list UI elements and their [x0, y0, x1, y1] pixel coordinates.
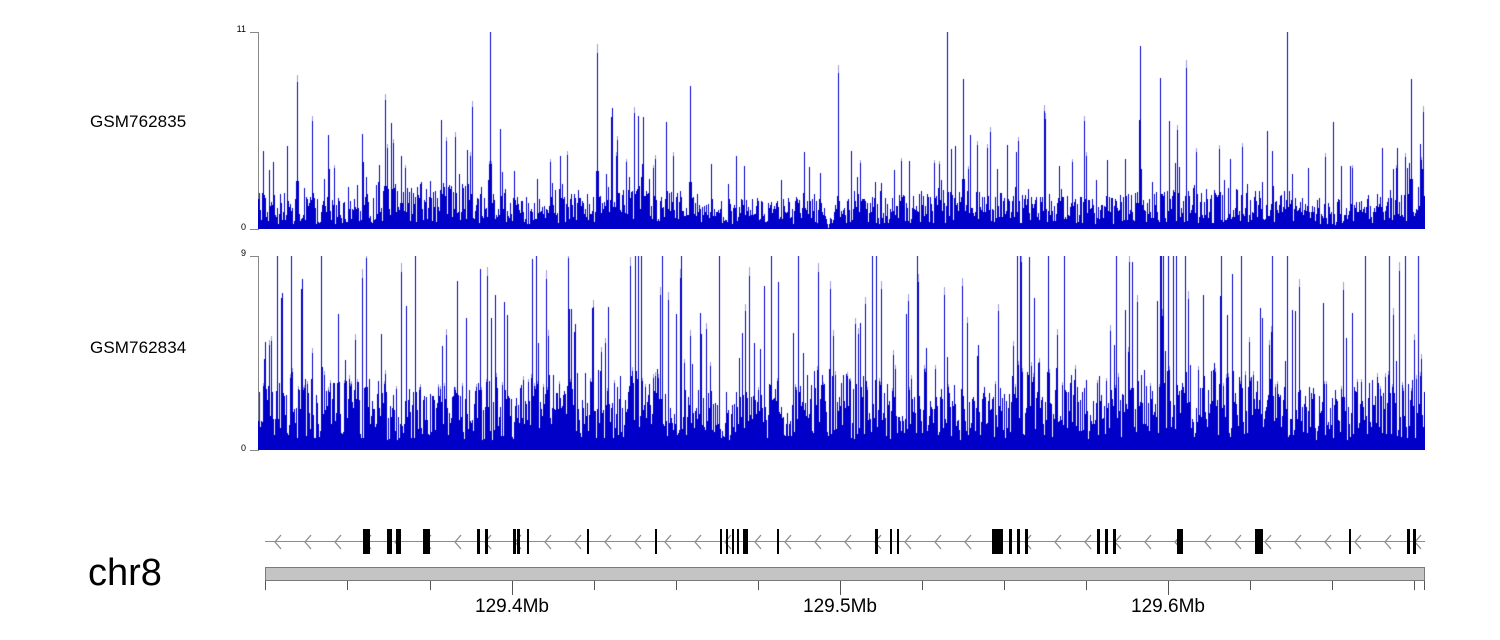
- track-label-GSM762835: GSM762835: [90, 112, 187, 131]
- exon-block: [1105, 529, 1108, 554]
- exon-block: [737, 529, 739, 554]
- exon-block: [1407, 529, 1410, 554]
- exon-block: [1017, 529, 1020, 554]
- y-axis-tick-max-0: [250, 32, 258, 33]
- exon-block: [875, 529, 878, 554]
- exon-block: [485, 529, 488, 554]
- exon-block: [363, 529, 370, 554]
- exon-blocks: [265, 525, 1425, 559]
- y-axis-max-label-0: 11: [236, 24, 246, 34]
- ruler-tick-label: 129.5Mb: [803, 596, 877, 617]
- ruler-tick-minor: [347, 581, 348, 590]
- exon-block: [732, 529, 734, 554]
- ruler-tick-major: [840, 581, 841, 595]
- track-label-GSM762834: GSM762834: [90, 338, 187, 357]
- ruler-tick-minor: [758, 581, 759, 590]
- exon-block: [517, 529, 520, 554]
- exon-block: [423, 529, 430, 554]
- ruler-tick-minor: [1086, 581, 1087, 590]
- ruler-tick-minor: [265, 581, 266, 590]
- exon-block: [587, 529, 589, 554]
- coordinate-ruler[interactable]: 129.4Mb 129.5Mb 129.6Mb: [265, 581, 1425, 639]
- signal-plot-GSM762834[interactable]: [258, 256, 1425, 450]
- exon-block: [1349, 529, 1351, 554]
- chromosome-label: chr8: [88, 552, 162, 594]
- exon-block: [387, 529, 392, 554]
- y-axis-max-label-1: 9: [240, 248, 246, 258]
- exon-block: [513, 529, 516, 554]
- exon-block: [527, 529, 529, 554]
- y-axis-min-label-1: 0: [240, 443, 246, 453]
- y-axis-tick-max-1: [250, 256, 258, 257]
- ruler-tick-minor: [430, 581, 431, 590]
- exon-block: [743, 529, 748, 554]
- chromosome-scale-bar[interactable]: [265, 567, 1425, 581]
- y-axis-tick-min-0: [250, 229, 258, 230]
- exon-block: [992, 529, 1003, 554]
- signal-plot-GSM762835[interactable]: [258, 32, 1425, 229]
- exon-block: [1025, 529, 1028, 554]
- ruler-tick-major: [512, 581, 513, 595]
- exon-block: [1413, 529, 1416, 554]
- exon-block: [396, 529, 401, 554]
- ruler-tick-label: 129.6Mb: [1131, 596, 1205, 617]
- exon-block: [477, 529, 480, 554]
- exon-block: [720, 529, 722, 554]
- ruler-tick-major: [1168, 581, 1169, 595]
- ruler-tick-minor: [922, 581, 923, 590]
- y-axis-min-label-0: 0: [240, 222, 246, 232]
- ruler-tick-labels: 129.4Mb 129.5Mb 129.6Mb: [265, 581, 1425, 621]
- ruler-tick-minor: [1414, 581, 1415, 590]
- exon-block: [890, 529, 892, 554]
- ruler-tick-minor: [1332, 581, 1333, 590]
- exon-block: [726, 529, 728, 554]
- exon-block: [897, 529, 899, 554]
- ruler-tick-minor: [594, 581, 595, 590]
- ruler-ticks: [265, 581, 1425, 601]
- gene-annotation-track[interactable]: [265, 525, 1425, 559]
- ruler-tick-minor: [676, 581, 677, 590]
- exon-block: [1255, 529, 1263, 554]
- ruler-tick-minor: [1250, 581, 1251, 590]
- exon-block: [1177, 529, 1183, 554]
- ruler-tick-minor: [1004, 581, 1005, 590]
- exon-block: [1097, 529, 1100, 554]
- exon-block: [655, 529, 657, 554]
- y-axis-tick-min-1: [250, 450, 258, 451]
- exon-block: [1009, 529, 1012, 554]
- ruler-tick-minor: [1424, 581, 1425, 590]
- exon-block: [1113, 529, 1116, 554]
- exon-block: [777, 529, 779, 554]
- ruler-tick-label: 129.4Mb: [475, 596, 549, 617]
